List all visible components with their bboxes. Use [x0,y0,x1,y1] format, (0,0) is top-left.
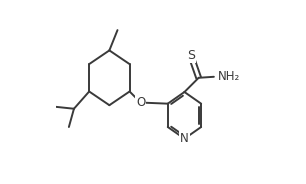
Text: NH₂: NH₂ [218,70,240,83]
Text: O: O [136,96,145,109]
Text: S: S [188,49,196,62]
Text: N: N [180,132,189,145]
